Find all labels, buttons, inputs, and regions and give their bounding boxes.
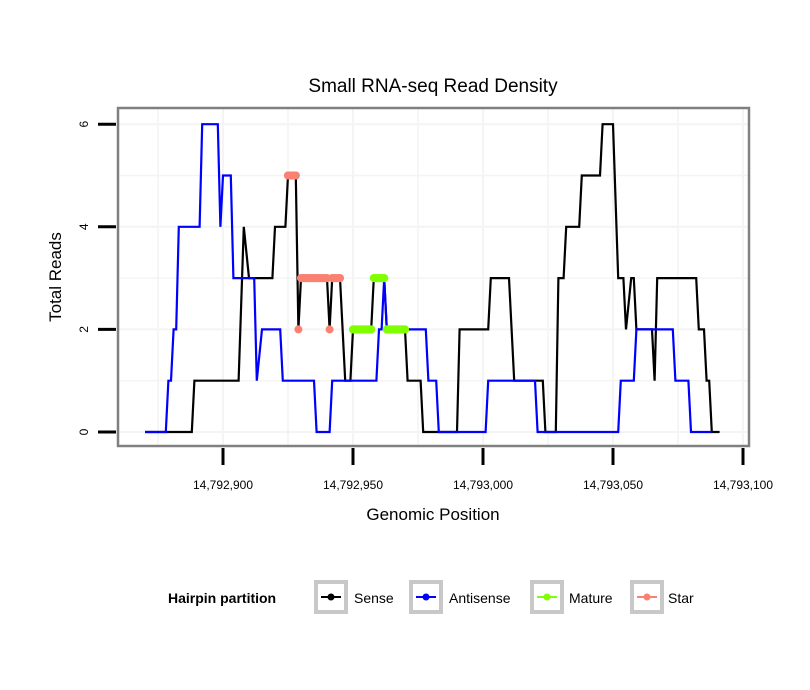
panel-background — [118, 108, 749, 446]
series-layer — [145, 123, 720, 434]
legend-label: Antisense — [449, 590, 511, 606]
series-line-antisense — [145, 123, 712, 434]
chart-title: Small RNA-seq Read Density — [308, 76, 558, 97]
x-tick-label: 14,792,900 — [193, 478, 253, 492]
x-tick-label: 14,792,950 — [323, 478, 383, 492]
data-point-star — [325, 325, 334, 334]
series-antisense — [145, 123, 712, 434]
legend-item-antisense: Antisense — [409, 580, 511, 614]
legend: Hairpin partition Sense Antisense Mature St… — [168, 580, 694, 614]
x-tick-label: 14,793,000 — [453, 478, 513, 492]
legend-key-point — [543, 593, 551, 601]
y-axis: 0 2 4 6 — [77, 121, 116, 435]
legend-label: Sense — [354, 590, 394, 606]
x-axis: 14,792,900 14,792,950 14,793,000 14,793,050… — [193, 448, 773, 492]
legend-label: Star — [668, 590, 694, 606]
y-tick-label: 2 — [77, 326, 91, 333]
x-tick-label: 14,793,050 — [583, 478, 643, 492]
y-tick-label: 6 — [77, 121, 91, 128]
legend-key-point — [327, 593, 335, 601]
legend-item-mature: Mature — [530, 580, 613, 614]
data-point-star — [294, 325, 303, 334]
series-mature — [349, 274, 409, 334]
x-tick-label: 14,793,100 — [713, 478, 773, 492]
legend-item-sense: Sense — [314, 580, 394, 614]
plot-panel — [116, 106, 751, 448]
y-tick-label: 4 — [77, 223, 91, 230]
y-axis-title: Total Reads — [46, 232, 65, 322]
legend-key-point — [422, 593, 430, 601]
legend-title: Hairpin partition — [168, 590, 276, 606]
series-star — [284, 171, 344, 334]
legend-label: Mature — [569, 590, 613, 606]
y-tick-label: 0 — [77, 428, 91, 435]
panel-border — [116, 106, 751, 448]
x-axis-title: Genomic Position — [366, 505, 499, 524]
legend-item-star: Star — [630, 580, 694, 614]
legend-key-point — [643, 593, 651, 601]
